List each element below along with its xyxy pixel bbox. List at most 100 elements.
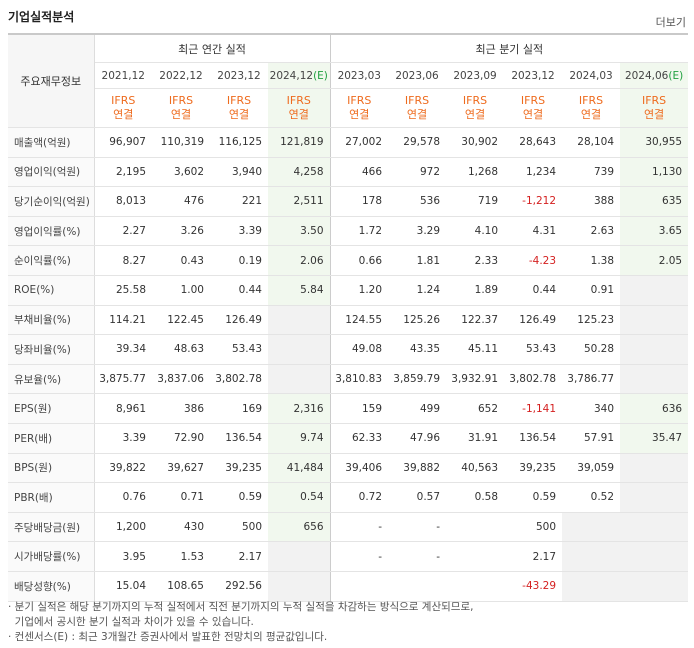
table-cell: 1,200 [94,511,152,543]
table-cell: 50.28 [562,334,621,365]
table-cell: 40,563 [446,453,505,484]
table-cell: 125.23 [562,304,621,336]
table-cell: 0.59 [504,482,563,513]
table-cell: -43.29 [504,571,563,602]
table-row: 매출액(억원) 96,907 110,319 116,125 121,819 27,002… [8,127,689,158]
table-cell: 4.10 [446,215,505,247]
more-link[interactable]: 더보기 [655,16,686,29]
row-header: 주요재무정보 [8,33,95,128]
table-cell: 0.66 [329,245,389,276]
group-quarter: 최근 분기 실적 [329,33,689,63]
table-cell: 39,627 [152,453,210,484]
table-cell [620,482,689,513]
table-row: 시가배당률(%) 3.95 1.53 2.17- -2.17 [8,541,689,572]
table-cell: 386 [152,393,210,424]
table-cell: 15.04 [94,571,152,602]
table-cell: - [329,541,389,572]
table-cell: 1.72 [329,215,389,247]
table-cell: 292.56 [210,571,268,602]
period-header: 2021,12 [94,62,152,89]
table-cell: 114.21 [94,304,152,336]
table-cell [268,364,331,395]
table-cell: -1,212 [504,186,563,217]
ifrs-header: IFRS 연결 [504,88,563,128]
table-cell: 2.27 [94,215,152,247]
table-cell: 53.43 [210,334,268,365]
table-cell: 3,810.83 [329,364,389,395]
table-cell: 500 [504,511,563,543]
table-cell: 972 [388,157,447,188]
table-cell: 53.43 [504,334,563,365]
table-cell [620,275,689,306]
row-label: 유보율(%) [8,364,95,395]
row-label: 매출액(억원) [8,127,95,158]
period-header: 2023,12 [210,62,268,89]
table-cell: 28,643 [504,127,563,158]
period-header: 2023,09 [446,62,505,89]
table-cell: 2.06 [268,245,331,276]
row-label: BPS(원) [8,453,95,484]
table-cell: 31.91 [446,423,505,454]
table-cell: 39,822 [94,453,152,484]
table-cell [620,541,689,572]
row-label: PER(배) [8,423,95,454]
table-cell: 0.71 [152,482,210,513]
table-cell: -1,141 [504,393,563,424]
table-cell: 1.24 [388,275,447,306]
table-cell: 3.26 [152,215,210,247]
table-cell: 3,875.77 [94,364,152,395]
row-label: 부채비율(%) [8,304,95,336]
period-header: 2022,12 [152,62,210,89]
table-cell: 0.59 [210,482,268,513]
table-cell: 636 [620,393,689,424]
table-cell: 1.89 [446,275,505,306]
section-title: 기업실적분석 [8,10,75,24]
table-cell [562,511,621,543]
table-cell: 125.26 [388,304,447,336]
table-cell: 0.52 [562,482,621,513]
table-cell: 0.91 [562,275,621,306]
ifrs-header: IFRS 연결 [268,88,331,128]
table-row: EPS(원) 8,961 386 169 2,316 159 499 652 -1,141 340… [8,393,689,424]
row-label: 시가배당률(%) [8,541,95,572]
table-cell: 2,511 [268,186,331,217]
table-cell: 340 [562,393,621,424]
table-cell: 476 [152,186,210,217]
table-row: 영업이익(억원) 2,195 3,602 3,940 4,258 466 972 1,268 1… [8,157,689,188]
table-cell: 48.63 [152,334,210,365]
period-header: 2023,06 [388,62,447,89]
table-cell: 72.90 [152,423,210,454]
table-cell: 39,406 [329,453,389,484]
table-cell: 4,258 [268,157,331,188]
table-cell [446,541,505,572]
table-cell: 43.35 [388,334,447,365]
row-label: 영업이익(억원) [8,157,95,188]
table-row: 순이익률(%) 8.27 0.43 0.19 2.06 0.66 1.81 2.33 -4.23… [8,245,689,276]
table-cell: 2,195 [94,157,152,188]
row-label: EPS(원) [8,393,95,424]
table-cell: 719 [446,186,505,217]
table-cell: 47.96 [388,423,447,454]
table-cell [620,571,689,602]
table-cell: 0.44 [504,275,563,306]
table-cell: -4.23 [504,245,563,276]
table-cell: 221 [210,186,268,217]
table-cell: 30,955 [620,127,689,158]
table-cell [620,364,689,395]
table-cell: 3,602 [152,157,210,188]
row-label: 당기순이익(억원) [8,186,95,217]
table-cell: 3.95 [94,541,152,572]
table-row: 부채비율(%) 114.21 122.45 126.49 124.55 125.26 122… [8,304,689,336]
table-cell: 500 [210,511,268,543]
table-cell: 3.65 [620,215,689,247]
table-cell: 178 [329,186,389,217]
table-cell: 3.29 [388,215,447,247]
ifrs-header: IFRS 연결 [94,88,152,128]
table-cell: 0.57 [388,482,447,513]
table-cell [562,541,621,572]
table-row: 당좌비율(%) 39.34 48.63 53.43 49.08 43.35 45.11 53.… [8,334,689,365]
table-cell: 656 [268,511,331,543]
table-cell: 3,802.78 [210,364,268,395]
table-cell [562,571,621,602]
table-cell: 122.45 [152,304,210,336]
